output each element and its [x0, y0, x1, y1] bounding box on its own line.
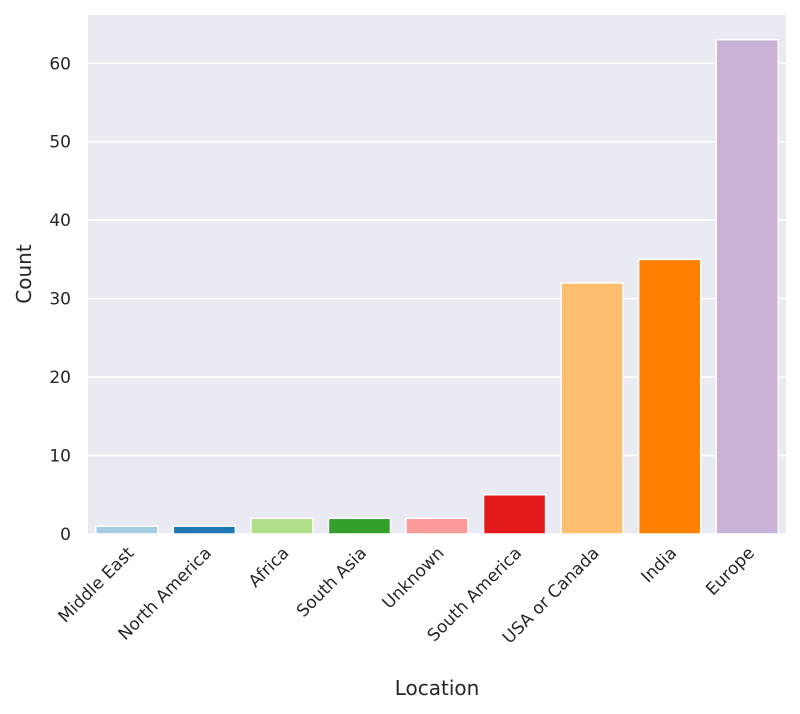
y-axis-label: Count	[12, 244, 36, 304]
y-axis-ticks: 0 10 20 30 40 50 60	[49, 54, 71, 545]
x-tick-label: Africa	[245, 543, 293, 591]
x-tick-label: India	[638, 543, 682, 587]
y-tick-label: 40	[49, 211, 71, 231]
bar	[560, 282, 624, 535]
x-tick-label: Unknown	[379, 543, 449, 613]
x-axis-label: Location	[395, 676, 480, 700]
y-tick-label: 60	[49, 54, 71, 74]
bar	[637, 258, 702, 535]
x-tick-label: Middle East	[55, 543, 139, 627]
bar	[327, 517, 392, 535]
y-tick-label: 10	[49, 447, 71, 467]
bars	[95, 38, 779, 535]
bar	[172, 525, 237, 535]
x-tick-label: Europe	[702, 543, 758, 599]
bar	[95, 525, 159, 535]
bar	[715, 38, 779, 535]
bar	[482, 494, 547, 535]
bar	[405, 517, 469, 535]
bar	[250, 517, 314, 535]
y-tick-label: 0	[60, 525, 71, 545]
x-tick-label: South Asia	[293, 543, 371, 621]
y-tick-label: 30	[49, 290, 71, 310]
y-tick-label: 20	[49, 368, 71, 388]
y-tick-label: 50	[49, 133, 71, 153]
